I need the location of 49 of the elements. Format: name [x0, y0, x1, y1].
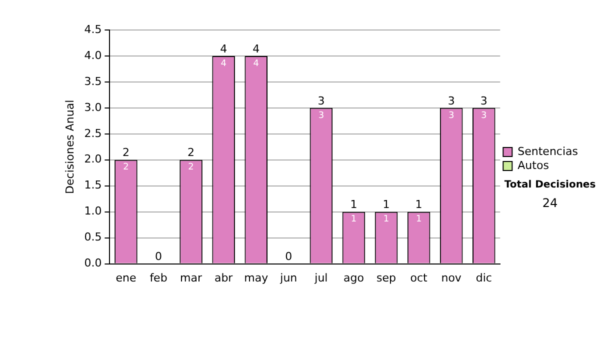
- total-label: 3: [480, 94, 488, 108]
- text: 24: [542, 196, 558, 210]
- y-tick-label: 4.0: [84, 48, 102, 62]
- data-label: 2: [123, 162, 129, 173]
- legend-label: Sentencias: [518, 144, 578, 158]
- x-tick-label: feb: [150, 271, 168, 284]
- y-tick-label: 3.5: [84, 74, 102, 88]
- x-tick-label: ene: [116, 271, 136, 284]
- total-label: 4: [252, 42, 260, 56]
- data-label: 3: [448, 110, 454, 121]
- y-tick-label: 4.5: [84, 22, 102, 36]
- x-tick-label: oct: [410, 271, 428, 284]
- x-tick-label: ago: [344, 271, 364, 284]
- total-label: 3: [318, 94, 325, 108]
- x-tick-label: mar: [180, 271, 203, 284]
- y-tick-label: 1.0: [84, 204, 102, 218]
- total-label: 4: [220, 42, 228, 56]
- total-label: 2: [188, 146, 195, 160]
- total-label: 0: [155, 250, 162, 264]
- x-tick-label: nov: [441, 271, 462, 284]
- y-tick-label: 3.0: [84, 100, 102, 114]
- data-label: 3: [318, 110, 324, 121]
- total-label: 3: [448, 94, 455, 108]
- data-label: 1: [416, 214, 422, 225]
- total-label: 1: [415, 198, 422, 212]
- total-label: 1: [350, 198, 358, 212]
- data-label: 2: [188, 162, 194, 173]
- x-tick-label: jun: [279, 271, 298, 284]
- data-label: 4: [220, 58, 227, 69]
- y-tick-label: 1.5: [84, 178, 102, 192]
- total-label: 0: [285, 250, 292, 264]
- data-label: 1: [383, 214, 390, 225]
- total-label: 2: [122, 146, 130, 160]
- total-label: 1: [382, 198, 390, 212]
- data-label: 4: [253, 58, 260, 69]
- y-tick-label: 0.5: [84, 230, 102, 244]
- y-tick-label: 2.0: [84, 152, 102, 166]
- x-tick-label: abr: [214, 271, 234, 284]
- x-tick-label: may: [244, 271, 269, 284]
- text: Total Decisiones: [504, 180, 596, 191]
- data-label: 3: [481, 110, 487, 121]
- y-tick-label: 2.5: [84, 126, 102, 140]
- y-axis-title: Decisiones Anual: [63, 100, 76, 194]
- data-label: 1: [350, 214, 357, 225]
- y-tick-label: 0.0: [84, 256, 102, 270]
- legend-label: Autos: [518, 158, 550, 172]
- x-tick-label: sep: [376, 271, 396, 284]
- x-tick-label: dic: [476, 271, 492, 284]
- x-tick-label: jul: [314, 271, 328, 284]
